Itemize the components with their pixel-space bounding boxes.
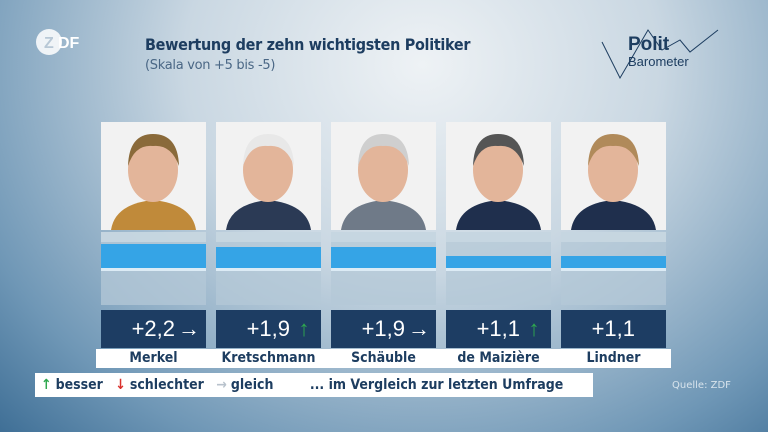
zero-line [216, 268, 321, 271]
value-box: +1,9 ↑ [216, 310, 321, 348]
zdf-logo: Z DF [36, 29, 80, 55]
bar [331, 247, 436, 268]
bar-panel [331, 232, 436, 305]
zigzag-icon [601, 29, 719, 80]
politician-photo [561, 122, 666, 230]
value-label: +1,1 [591, 316, 635, 341]
bar [216, 247, 321, 268]
trend-arrow-icon: → [178, 316, 200, 341]
politician-photo [101, 122, 206, 230]
page-subtitle: (Skala von +5 bis -5) [145, 58, 276, 73]
arrow-up-icon: ↑ [41, 377, 52, 393]
zero-line [561, 268, 666, 271]
trend-arrow-icon: ↑ [528, 316, 540, 341]
bar [101, 243, 206, 268]
legend-up: besser [55, 377, 103, 393]
value-box: +1,1 [561, 310, 666, 348]
svg-text:DF: DF [58, 35, 80, 52]
legend-down: schlechter [129, 377, 204, 393]
value-box: +1,9 → [331, 310, 436, 348]
legend-same: gleich [230, 377, 274, 393]
value-box: +2,2 → [101, 310, 206, 348]
politician-name: de Maizière [441, 349, 556, 368]
politician-photo [216, 122, 321, 230]
politician-photo [446, 122, 551, 230]
bar-panel [561, 232, 666, 305]
politician-name: Merkel [96, 349, 211, 368]
brand-line1: Polit [628, 34, 670, 55]
politician-photo [331, 122, 436, 230]
trend-arrow-icon: ↑ [298, 316, 310, 341]
bar-panel [446, 232, 551, 305]
politician-name: Schäuble [326, 349, 441, 368]
politician-name: Lindner [556, 349, 671, 368]
value-label: +2,2 [131, 316, 175, 341]
svg-text:Z: Z [44, 35, 54, 52]
zero-line [446, 268, 551, 271]
bar-panel [216, 232, 321, 305]
page-title: Bewertung der zehn wichtigsten Politiker [145, 35, 471, 54]
trend-arrow-icon: → [408, 316, 430, 341]
brand-line2: Barometer [628, 54, 689, 69]
bar [446, 255, 551, 268]
value-label: +1,1 [476, 316, 520, 341]
bar [561, 255, 666, 268]
arrow-right-icon: → [216, 377, 227, 393]
value-box: +1,1 ↑ [446, 310, 551, 348]
source: Quelle: ZDF [672, 380, 731, 391]
politician-name: Kretschmann [211, 349, 326, 368]
zero-line [331, 268, 436, 271]
bar-panel [101, 232, 206, 305]
value-label: +1,9 [246, 316, 290, 341]
legend: ↑ besser ↓ schlechter → gleich ... im Vergl… [35, 373, 593, 397]
value-label: +1,9 [361, 316, 405, 341]
arrow-down-icon: ↓ [115, 377, 126, 393]
zero-line [101, 268, 206, 271]
politbarometer-logo: Polit Barometer [600, 28, 722, 80]
legend-note: ... im Vergleich zur letzten Umfrage [309, 377, 564, 393]
